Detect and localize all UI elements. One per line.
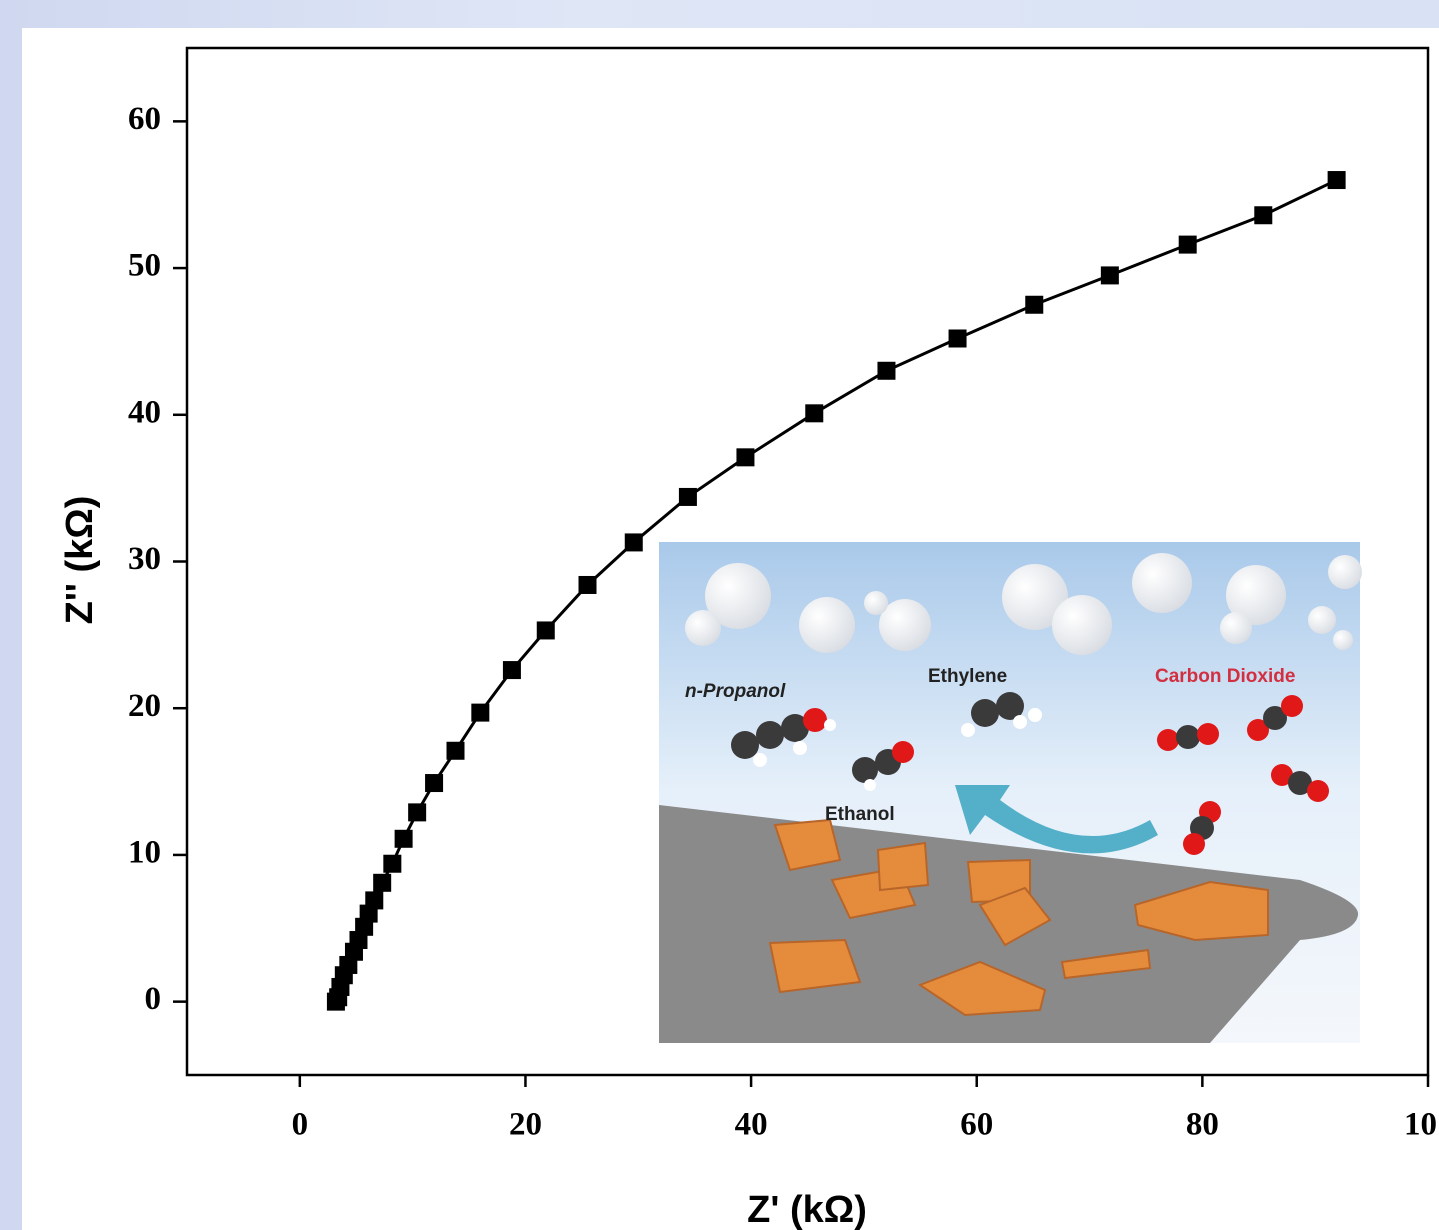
inset-image: n-Propanol Ethylene Carbon Dioxide Ethan…: [659, 542, 1362, 1043]
inset-label: Carbon Dioxide: [1155, 666, 1295, 687]
x-axis-label: Z' (kΩ): [747, 1189, 867, 1230]
inset-label: Ethanol: [825, 804, 895, 825]
data-point: [625, 533, 643, 551]
y-tick-label: 10: [128, 835, 161, 871]
page: n-Propanol Ethylene Carbon Dioxide Ethan…: [0, 0, 1439, 1230]
x-tick-label: 80: [1186, 1107, 1219, 1143]
data-point: [679, 488, 697, 506]
data-point: [1328, 171, 1346, 189]
data-point: [1179, 236, 1197, 254]
data-point: [425, 774, 443, 792]
data-point: [383, 855, 401, 873]
y-tick-label: 20: [128, 688, 161, 724]
x-tick-label: 60: [960, 1107, 993, 1143]
x-tick-label: 0: [292, 1107, 309, 1143]
x-tick-label: 20: [509, 1107, 542, 1143]
data-point: [503, 661, 521, 679]
x-tick-label: 40: [735, 1107, 768, 1143]
inset-label: n-Propanol: [685, 681, 786, 702]
data-point: [395, 830, 413, 848]
y-tick-label: 0: [145, 981, 162, 1017]
data-point: [373, 874, 391, 892]
data-point: [1025, 296, 1043, 314]
data-point: [408, 803, 426, 821]
data-point: [537, 621, 555, 639]
y-tick-label: 60: [128, 101, 161, 137]
data-point: [471, 704, 489, 722]
data-point: [579, 576, 597, 594]
data-point: [805, 404, 823, 422]
inset-label: Ethylene: [928, 666, 1007, 687]
y-tick-label: 40: [128, 394, 161, 430]
data-point: [736, 448, 754, 466]
data-point: [447, 742, 465, 760]
data-point: [877, 362, 895, 380]
y-tick-label: 50: [128, 248, 161, 284]
y-tick-label: 30: [128, 541, 161, 577]
data-point: [1254, 206, 1272, 224]
data-point: [949, 329, 967, 347]
x-tick-label: 10: [1404, 1107, 1437, 1143]
data-point: [365, 891, 383, 909]
y-axis-label: Z'' (kΩ): [59, 496, 101, 625]
data-point: [1101, 266, 1119, 284]
chart: n-Propanol Ethylene Carbon Dioxide Ethan…: [0, 0, 1439, 1230]
